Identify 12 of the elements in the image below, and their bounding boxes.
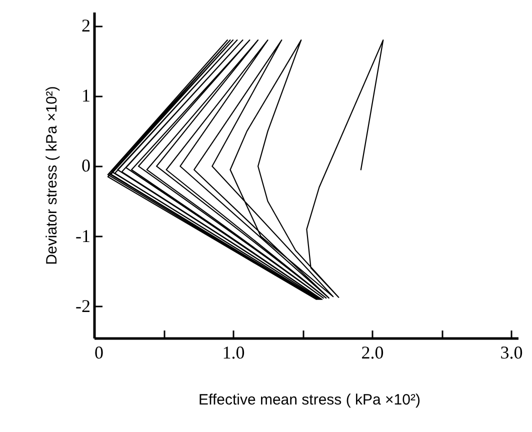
y-tick-label: -1 xyxy=(76,226,90,246)
x-tick-label: 2.0 xyxy=(361,342,384,362)
y-axis-title: Deviator stress ( kPa ×10²) xyxy=(44,86,61,265)
x-tick-label: 0 xyxy=(94,342,104,362)
x-tick-label: 3.0 xyxy=(500,342,523,362)
y-tick-label: -2 xyxy=(76,296,90,316)
y-tick-label: 1 xyxy=(82,86,90,106)
y-tick-label: 0 xyxy=(82,156,90,176)
y-tick-label: 2 xyxy=(82,16,90,36)
x-axis-title: Effective mean stress ( kPa ×10²) xyxy=(198,392,420,408)
x-tick-label: 1.0 xyxy=(222,342,245,362)
line-series xyxy=(107,39,384,300)
